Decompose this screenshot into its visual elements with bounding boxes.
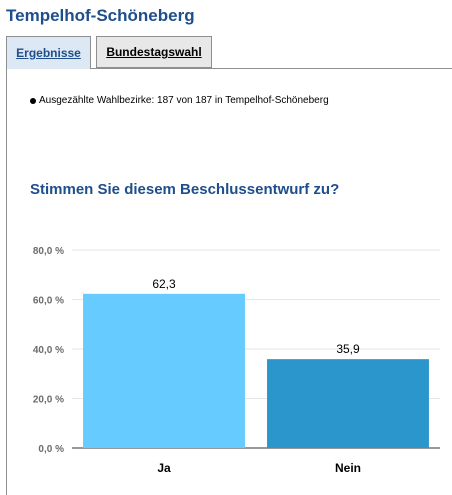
data-label: 62,3 — [152, 277, 176, 291]
tab-bar: Ergebnisse Bundestagswahl — [6, 36, 452, 70]
y-tick-label: 20,0 % — [33, 395, 64, 406]
data-label: 35,9 — [336, 342, 360, 356]
question-heading: Stimmen Sie diesem Beschlussentwurf zu? — [30, 181, 340, 198]
x-tick-label: Ja — [157, 461, 171, 475]
x-tick-label: Nein — [335, 461, 361, 475]
tab-divider — [6, 68, 452, 69]
tab-bundestagswahl[interactable]: Bundestagswahl — [96, 36, 212, 68]
status-line: Ausgezählte Wahlbezirke: 187 von 187 in … — [30, 95, 329, 106]
tab-ergebnisse[interactable]: Ergebnisse — [6, 36, 91, 69]
bullet-icon — [30, 97, 36, 104]
content-border — [6, 69, 7, 495]
y-tick-label: 0,0 % — [38, 444, 64, 455]
y-tick-label: 60,0 % — [33, 296, 64, 307]
page-title: Tempelhof-Schöneberg — [6, 6, 195, 25]
status-text: Ausgezählte Wahlbezirke: 187 von 187 in … — [39, 95, 329, 106]
results-chart: 0,0 % 20,0 % 40,0 % 60,0 % 80,0 % 62,3 Ja 35,9 N… — [33, 246, 440, 475]
y-tick-label: 40,0 % — [33, 345, 64, 356]
bar — [83, 293, 245, 448]
y-tick-label: 80,0 % — [33, 246, 64, 257]
bar — [267, 359, 429, 448]
